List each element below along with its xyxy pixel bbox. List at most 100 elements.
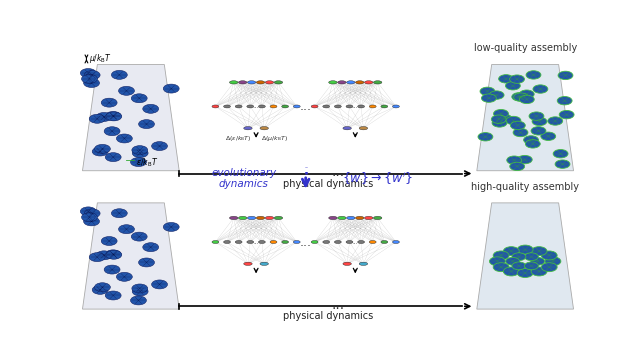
Circle shape — [509, 75, 524, 83]
Text: ...: ... — [353, 104, 358, 109]
Circle shape — [118, 86, 134, 95]
Circle shape — [105, 153, 121, 162]
Polygon shape — [477, 203, 573, 309]
Circle shape — [490, 257, 506, 266]
Text: $\Delta(\epsilon/k_{\mathrm{B}}T)$: $\Delta(\epsilon/k_{\mathrm{B}}T)$ — [225, 134, 252, 143]
Circle shape — [95, 283, 110, 292]
Circle shape — [509, 162, 525, 171]
Circle shape — [152, 142, 168, 151]
Ellipse shape — [274, 81, 283, 84]
Circle shape — [517, 155, 532, 164]
Ellipse shape — [248, 81, 256, 84]
Circle shape — [132, 287, 148, 296]
Circle shape — [517, 245, 533, 254]
Ellipse shape — [311, 105, 318, 108]
Circle shape — [517, 269, 533, 277]
Ellipse shape — [323, 105, 330, 108]
Ellipse shape — [282, 105, 289, 108]
Circle shape — [111, 70, 127, 79]
Ellipse shape — [223, 241, 230, 244]
Circle shape — [524, 136, 538, 144]
Ellipse shape — [247, 241, 253, 244]
Circle shape — [132, 284, 148, 293]
Circle shape — [506, 257, 520, 265]
Ellipse shape — [373, 81, 382, 84]
Circle shape — [84, 209, 100, 218]
Text: evolutionary
dynamics: evolutionary dynamics — [211, 168, 276, 189]
Circle shape — [506, 116, 521, 125]
Ellipse shape — [392, 105, 399, 108]
Ellipse shape — [369, 105, 376, 108]
Circle shape — [131, 94, 147, 103]
Ellipse shape — [323, 241, 330, 244]
Ellipse shape — [265, 81, 274, 84]
Ellipse shape — [260, 127, 268, 130]
Ellipse shape — [338, 81, 346, 84]
Polygon shape — [477, 65, 573, 171]
Circle shape — [152, 280, 168, 289]
Circle shape — [524, 262, 538, 270]
Circle shape — [492, 119, 507, 127]
Ellipse shape — [244, 127, 252, 130]
Text: low-quality assembly: low-quality assembly — [474, 43, 577, 53]
Circle shape — [106, 250, 122, 259]
Circle shape — [105, 291, 121, 300]
Ellipse shape — [359, 262, 367, 265]
Ellipse shape — [293, 105, 300, 108]
Ellipse shape — [282, 241, 289, 244]
Circle shape — [526, 71, 541, 79]
Circle shape — [529, 112, 544, 120]
Circle shape — [541, 263, 557, 272]
Ellipse shape — [236, 105, 242, 108]
Circle shape — [105, 250, 121, 259]
Ellipse shape — [338, 216, 346, 220]
Circle shape — [104, 127, 120, 136]
Ellipse shape — [369, 241, 376, 244]
Circle shape — [163, 223, 179, 232]
Ellipse shape — [356, 81, 364, 84]
Text: ...: ... — [332, 165, 344, 179]
Ellipse shape — [259, 105, 266, 108]
Ellipse shape — [274, 216, 283, 220]
Circle shape — [511, 121, 525, 130]
Circle shape — [497, 114, 512, 123]
Circle shape — [92, 285, 108, 294]
Circle shape — [131, 232, 147, 241]
Text: $\{w\} \rightarrow \{w'\}$: $\{w\} \rightarrow \{w'\}$ — [342, 170, 413, 187]
Ellipse shape — [212, 241, 219, 244]
Ellipse shape — [257, 81, 265, 84]
Circle shape — [531, 267, 547, 276]
Circle shape — [506, 82, 520, 90]
Ellipse shape — [359, 127, 367, 130]
Circle shape — [84, 70, 100, 79]
Circle shape — [531, 127, 546, 135]
Ellipse shape — [212, 105, 219, 108]
Circle shape — [493, 263, 509, 272]
Circle shape — [143, 104, 159, 113]
Circle shape — [492, 115, 506, 123]
Circle shape — [131, 296, 147, 305]
Ellipse shape — [260, 262, 268, 265]
Circle shape — [101, 98, 117, 107]
Circle shape — [92, 147, 108, 156]
Circle shape — [524, 253, 538, 261]
Circle shape — [558, 71, 573, 79]
Circle shape — [96, 113, 112, 122]
Polygon shape — [83, 65, 179, 171]
Ellipse shape — [230, 216, 238, 220]
Text: ...: ... — [253, 104, 259, 109]
Circle shape — [499, 75, 513, 83]
Ellipse shape — [239, 81, 247, 84]
Circle shape — [503, 247, 519, 256]
Ellipse shape — [392, 241, 399, 244]
Circle shape — [116, 272, 132, 281]
Text: ...: ... — [300, 236, 312, 249]
Circle shape — [105, 111, 121, 121]
Text: ...: ... — [300, 100, 312, 113]
Ellipse shape — [311, 241, 318, 244]
Ellipse shape — [239, 216, 247, 220]
Ellipse shape — [343, 127, 351, 130]
Circle shape — [531, 257, 545, 265]
Ellipse shape — [270, 241, 277, 244]
Circle shape — [555, 160, 570, 168]
